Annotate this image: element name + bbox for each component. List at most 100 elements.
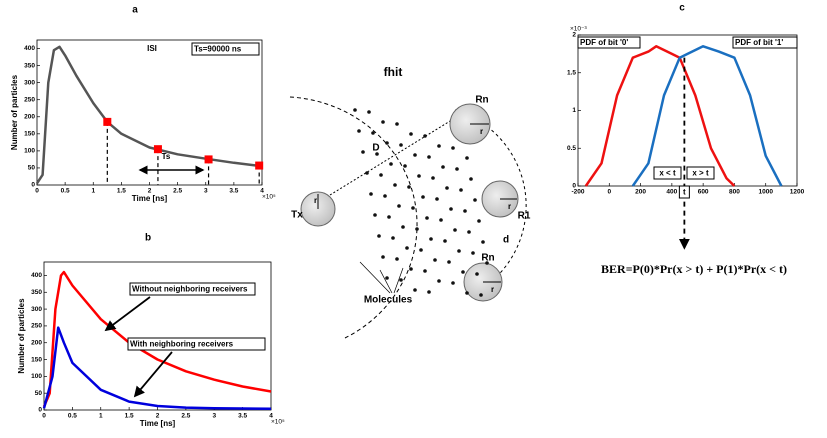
x-tick-label: 3	[212, 413, 216, 420]
molecule	[477, 219, 481, 223]
pointer	[359, 261, 391, 294]
molecule	[387, 215, 391, 219]
molecule	[465, 156, 469, 160]
x-tick-label: 0	[35, 188, 39, 195]
label-box	[653, 166, 682, 180]
molecule	[371, 131, 375, 135]
molecule	[485, 261, 489, 265]
molecule	[479, 293, 483, 297]
series-line	[42, 270, 272, 408]
molecule	[465, 291, 469, 295]
x-tick-label: 1000	[758, 189, 773, 196]
x-axis-label: Time [ns]	[132, 194, 168, 203]
molecule	[425, 216, 429, 220]
molecule	[379, 173, 383, 177]
molecule	[457, 249, 461, 253]
x-multiplier: ×10⁵	[262, 194, 276, 201]
y-tick-label: 0	[572, 183, 576, 190]
molecule	[409, 132, 413, 136]
x-tick-label: 600	[698, 189, 709, 196]
x-tick-label: 400	[666, 189, 677, 196]
rn-label: Rn	[481, 253, 494, 264]
pointer-arrow	[104, 296, 151, 332]
x-tick-label: 1.5	[125, 413, 134, 420]
y-tick-label: 150	[24, 131, 35, 138]
molecule	[441, 165, 445, 169]
x-tick-label: 1.5	[117, 188, 126, 195]
distance-label: D	[372, 143, 379, 154]
annotation: Without neighboring receivers	[132, 285, 248, 294]
marker	[153, 145, 162, 154]
x-tick-label: 3.5	[229, 188, 238, 195]
x-tick-label: 0	[42, 413, 46, 420]
label-box	[127, 337, 266, 351]
molecule	[427, 155, 431, 159]
y-tick-label: 150	[31, 356, 42, 363]
molecule	[389, 162, 393, 166]
chart-title: a	[132, 5, 138, 16]
molecule	[399, 278, 403, 282]
label-box	[678, 185, 690, 199]
y-tick-label: 400	[24, 45, 35, 52]
molecule	[407, 185, 411, 189]
molecule	[447, 260, 451, 264]
y-tick-label: 50	[35, 390, 43, 397]
molecule	[375, 152, 379, 156]
molecule	[475, 272, 479, 276]
molecule	[473, 198, 477, 202]
y-tick-label: 200	[24, 113, 35, 120]
y-tick-label: 250	[24, 96, 35, 103]
molecule	[395, 257, 399, 261]
label-box	[191, 42, 260, 56]
y-axis-label: Number of particles	[17, 298, 26, 374]
molecule	[357, 129, 361, 133]
molecule	[439, 218, 443, 222]
x-tick-label: 2.5	[173, 188, 182, 195]
molecule	[453, 228, 457, 232]
y-tick-label: 0	[31, 182, 35, 189]
series-line	[35, 45, 263, 184]
radius-label: r	[480, 127, 483, 136]
x-tick-label: 0.5	[68, 413, 77, 420]
x-tick-label: 0.5	[61, 188, 70, 195]
marker	[103, 117, 112, 126]
molecule	[409, 267, 413, 271]
molecule	[481, 240, 485, 244]
molecule	[461, 270, 465, 274]
molecule	[353, 108, 357, 112]
y-tick-label: 250	[31, 323, 42, 330]
x-tick-label: 2	[156, 413, 160, 420]
molecule	[395, 122, 399, 126]
chart-title: c	[679, 3, 685, 14]
y-tick-label: 1	[572, 107, 576, 114]
y-tick-label: 2	[572, 32, 576, 39]
molecule	[443, 239, 447, 243]
molecule	[377, 234, 381, 238]
x-tick-label: 2.5	[181, 413, 190, 420]
annotation: Ts=90000 ns	[194, 45, 242, 54]
molecule	[403, 164, 407, 168]
pointer	[379, 269, 393, 294]
plot-frame	[577, 34, 798, 187]
molecule	[469, 177, 473, 181]
annotation: Ts	[162, 152, 171, 161]
radius-label: r	[314, 196, 317, 205]
molecule	[405, 246, 409, 250]
label-box	[577, 36, 641, 49]
molecule	[429, 237, 433, 241]
molecule	[401, 225, 405, 229]
x-tick-label: 200	[635, 189, 646, 196]
molecule	[413, 153, 417, 157]
y-tick-label: 200	[31, 339, 42, 346]
y-tick-label: 0	[38, 407, 42, 414]
molecule	[383, 194, 387, 198]
molecule	[381, 120, 385, 124]
molecule	[459, 188, 463, 192]
gap-label: d	[503, 235, 509, 246]
molecule	[373, 213, 377, 217]
molecule	[413, 288, 417, 292]
x-tick-label: 4	[260, 188, 264, 195]
label-box	[129, 282, 256, 296]
y-tick-label: 1.5	[567, 69, 576, 76]
molecule	[435, 197, 439, 201]
